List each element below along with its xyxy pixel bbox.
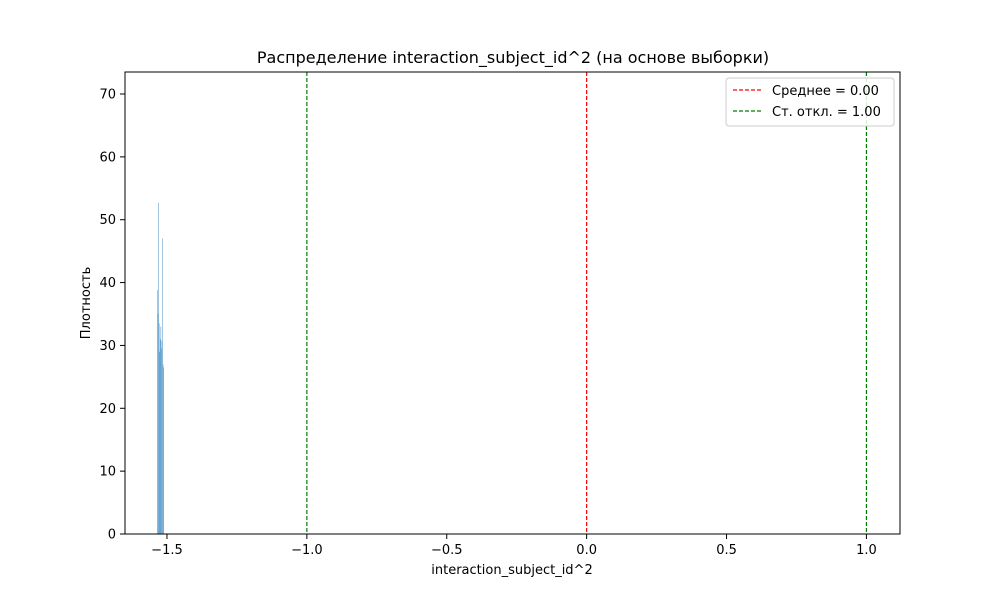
x-tick-label: −1.0 [291,543,323,558]
reference-lines [306,72,868,534]
y-tick-label: 60 [99,150,116,165]
x-axis-ticks: −1.5 −1.0 −0.5 0.0 0.5 1.0 [151,534,877,558]
y-tick-label: 10 [99,465,116,480]
histogram-bar [157,314,159,534]
y-tick-label: 0 [108,528,116,543]
x-tick-label: −0.5 [431,543,463,558]
plot-area-frame [124,71,901,535]
x-tick-label: 0.0 [576,543,597,558]
x-tick-label: 0.5 [716,543,737,558]
chart-title: Распределение interaction_subject_id^2 (… [257,48,769,68]
x-axis-label: interaction_subject_id^2 [431,563,592,578]
histogram-bar [159,339,161,534]
histogram-bar [162,364,164,534]
histogram-bars [157,202,164,535]
histogram-bar [158,323,160,534]
histogram-bar [160,326,162,534]
legend-entry-label: Ст. откл. = 1.00 [772,105,881,120]
y-tick-label: 40 [99,276,116,291]
legend-entry-label: Среднее = 0.00 [772,84,879,99]
histogram-bar [157,290,158,534]
y-tick-label: 20 [99,402,116,417]
y-tick-label: 70 [99,88,116,103]
y-tick-label: 50 [99,213,116,228]
x-tick-label: 1.0 [856,543,877,558]
histogram-bar [162,238,163,535]
y-axis-label: Плотность [79,267,94,339]
legend-box [725,77,895,127]
legend: Среднее = 0.00 Ст. откл. = 1.00 [725,77,895,127]
histogram-bar [161,348,162,534]
y-axis-ticks: 0 10 20 30 40 50 60 70 [99,88,125,543]
histogram-bar [158,202,159,534]
histogram-bar [161,341,163,534]
histogram-bar [159,351,161,534]
x-tick-label: −1.5 [151,543,183,558]
y-tick-label: 30 [99,339,116,354]
histogram-bar [163,367,164,534]
